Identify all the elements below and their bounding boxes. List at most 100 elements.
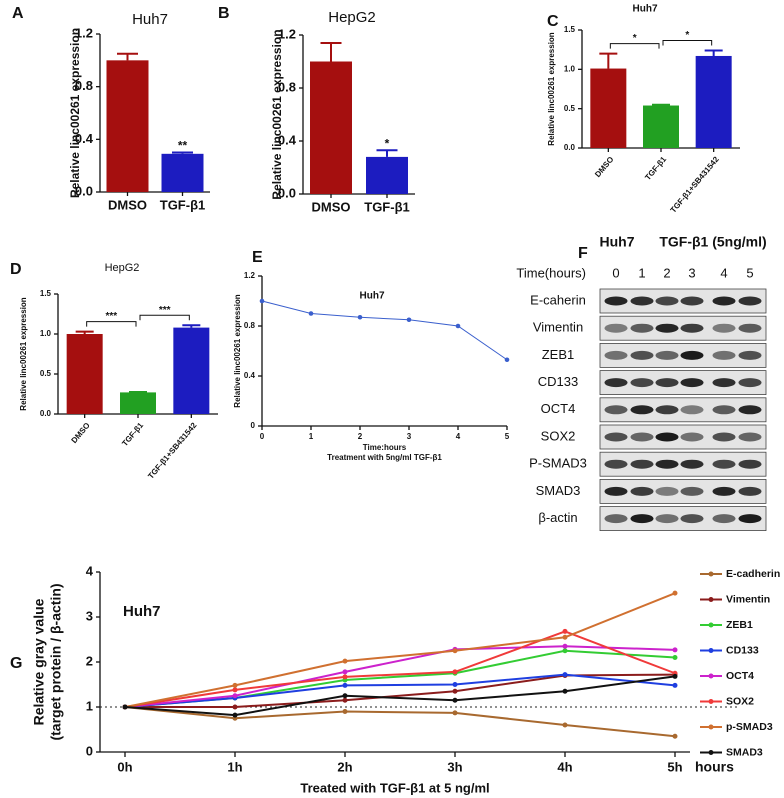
data-point: [672, 682, 678, 688]
y-axis-label: Relative linc00261 expression: [68, 28, 82, 198]
bar: [310, 61, 352, 194]
error-bar: [704, 49, 723, 56]
data-point: [562, 722, 568, 728]
error-bar: [75, 330, 94, 334]
bar: [66, 334, 103, 414]
data-line: [124, 592, 676, 708]
chart-title: Huh7: [633, 4, 658, 15]
data-point: [308, 311, 314, 316]
blot-band: [680, 514, 704, 524]
x-axis-label: Time:hours: [363, 443, 407, 452]
blot-header: TGF-β1 (5ng/ml): [659, 234, 766, 250]
y-tick-label: 2: [86, 653, 93, 668]
legend-label: Vimentin: [726, 593, 770, 605]
blot-band: [738, 405, 762, 415]
data-point: [562, 688, 568, 694]
y-tick-label: 1.2: [278, 26, 296, 41]
y-tick-label: 1: [86, 698, 93, 713]
y-tick-label: 0.0: [40, 409, 52, 418]
x-tick-label: 0h: [117, 759, 132, 774]
x-tick-label: TGF-β1: [643, 154, 668, 182]
y-tick-label: 1.2: [244, 271, 256, 280]
x-tick-label: 3: [407, 432, 412, 441]
error-bar: [320, 41, 342, 62]
x-tick-label: TGF-β1: [364, 199, 410, 214]
time-label: Time(hours): [516, 265, 586, 280]
blot-band: [630, 405, 654, 415]
blot-band: [630, 486, 654, 496]
blot-band: [655, 323, 679, 333]
blot-band: [680, 378, 704, 388]
blot-band: [680, 350, 704, 360]
row-label: ZEB1: [542, 347, 575, 362]
legend-marker: [708, 699, 714, 704]
row-label: CD133: [538, 374, 578, 389]
chart-title: Huh7: [123, 603, 161, 620]
blot-band: [738, 514, 762, 524]
legend-marker: [708, 597, 714, 602]
data-point: [342, 697, 348, 703]
panel-label: B: [218, 5, 230, 22]
blot-band: [604, 486, 628, 496]
legend-marker: [708, 750, 714, 755]
x-tick-label: TGF-β1: [120, 420, 145, 448]
significance-bracket: [86, 321, 137, 327]
y-tick-label: 0.5: [40, 369, 52, 378]
data-point: [562, 634, 568, 640]
blot-band: [738, 486, 762, 496]
data-line: [125, 673, 676, 708]
lane-label: 1: [638, 265, 645, 280]
y-tick-label: 0.4: [244, 371, 256, 380]
bar: [120, 392, 156, 414]
y-tick-label: 0.4: [75, 131, 94, 146]
y-tick-label: 0.5: [564, 104, 576, 113]
error-bar: [117, 52, 138, 61]
data-point: [232, 704, 238, 710]
data-point: [562, 643, 568, 649]
blot-band: [680, 432, 704, 442]
significance: **: [178, 139, 188, 153]
y-tick-label: 0: [251, 421, 256, 430]
blot-band: [630, 432, 654, 442]
data-point: [452, 697, 458, 703]
data-point: [232, 693, 238, 699]
data-point: [122, 704, 128, 710]
data-point: [562, 628, 568, 634]
legend-label: ZEB1: [726, 619, 753, 631]
y-tick-label: 1.2: [75, 25, 93, 40]
error-bar: [172, 151, 193, 154]
data-point: [562, 672, 568, 678]
y-tick-label: 0.0: [75, 183, 93, 198]
row-label: β-actin: [538, 510, 577, 525]
blot-band: [655, 296, 679, 306]
legend-marker: [708, 724, 714, 730]
data-point: [455, 323, 461, 329]
lane-label: 2: [663, 265, 670, 280]
blot-band: [604, 432, 628, 442]
data-point: [342, 682, 348, 688]
blot-band: [604, 350, 628, 360]
row-label: OCT4: [541, 401, 576, 416]
x-tick-label: 4: [456, 432, 461, 441]
panel-label: C: [547, 13, 559, 30]
blot-band: [630, 296, 654, 306]
blot-band: [630, 378, 654, 388]
chart-title: HepG2: [105, 262, 140, 274]
blot-band: [604, 323, 628, 333]
blot-band: [655, 432, 679, 442]
data-point: [672, 647, 678, 653]
error-bar: [182, 324, 201, 328]
legend-label: OCT4: [726, 670, 754, 682]
error-bar: [652, 103, 670, 106]
y-axis-label: Relative linc00261 expression: [270, 29, 284, 199]
data-line: [124, 706, 676, 738]
data-point: [406, 317, 412, 323]
y-tick-label: 4: [86, 563, 94, 578]
data-point: [672, 733, 678, 739]
y-tick-label: 1.0: [40, 329, 52, 338]
legend-label: E-cadherin: [726, 568, 780, 580]
y-tick-label: 0.0: [564, 143, 576, 152]
blot-band: [655, 514, 679, 524]
significance: ***: [159, 305, 171, 316]
lane-label: 5: [746, 265, 753, 280]
